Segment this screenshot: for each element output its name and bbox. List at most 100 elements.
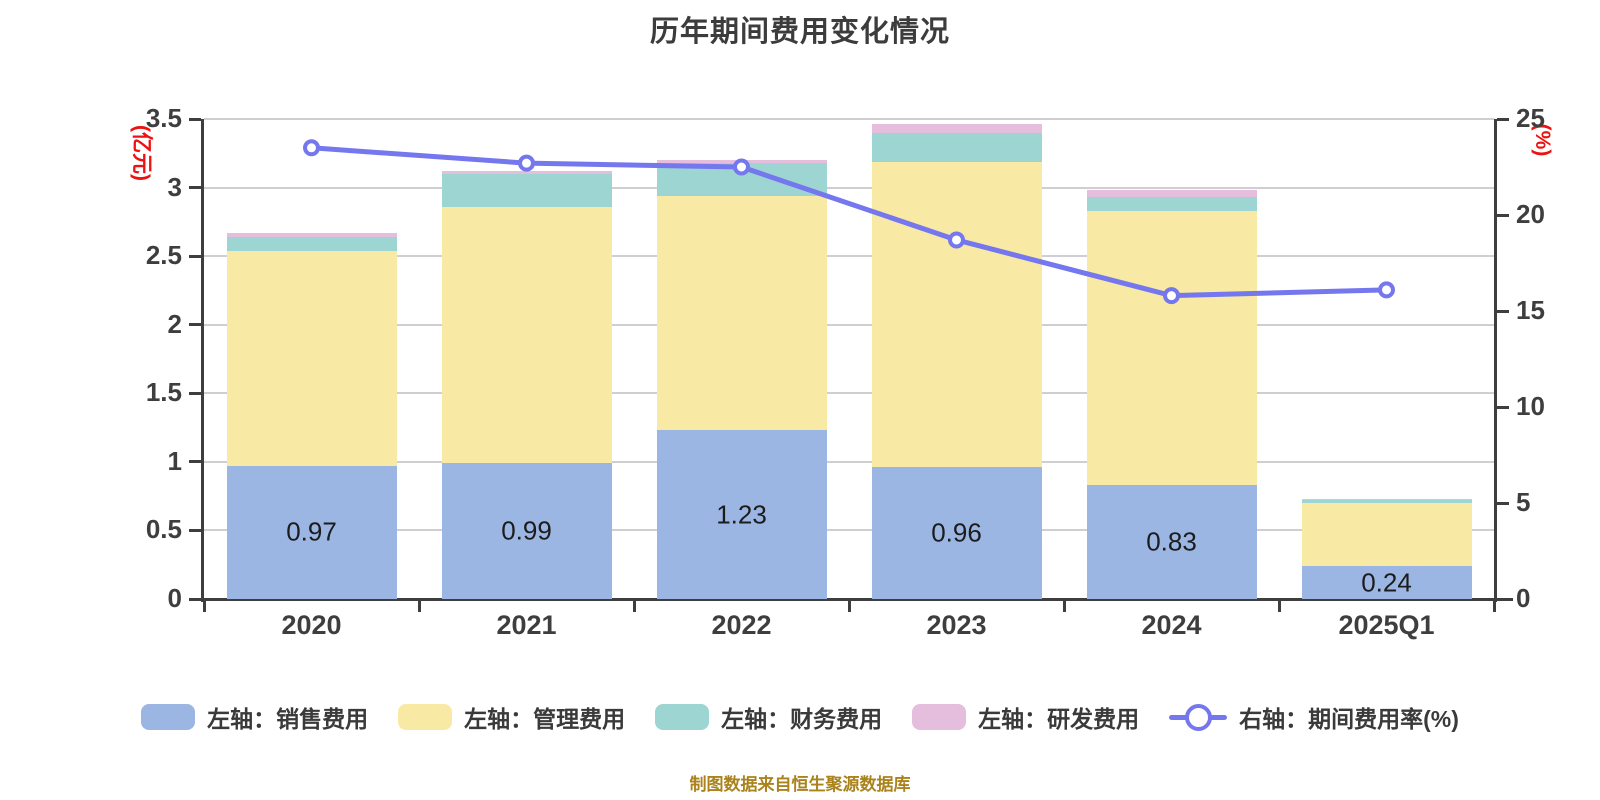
bar-value-label: 1.23 (716, 499, 767, 530)
bar-segment-左轴：财务费用 (871, 132, 1042, 162)
y-axis-left-tick-label: 2 (167, 308, 182, 339)
y-axis-right-tick-label: 15 (1516, 295, 1545, 325)
legend-item-2[interactable]: 左轴：管理费用 (398, 700, 625, 734)
bar-segment-左轴：财务费用 (656, 162, 827, 196)
bar-segment-左轴：研发费用 (656, 160, 827, 163)
bar-segment-左轴：销售费用 (871, 467, 1042, 599)
gridline (204, 392, 1494, 395)
bar-segment-左轴：管理费用 (226, 250, 397, 466)
line-marker (303, 139, 320, 157)
bar-segment-左轴：管理费用 (1086, 210, 1257, 486)
bar-segment-左轴：研发费用 (1086, 190, 1257, 198)
y-axis-right-tick (1497, 117, 1509, 121)
y-axis-left-tick-label: 2.5 (145, 240, 182, 271)
y-axis-right-tick-label: 10 (1516, 391, 1545, 421)
y-axis-left-tick (189, 323, 201, 327)
x-axis-line (201, 598, 1513, 601)
x-axis-tick (847, 599, 851, 612)
y-axis-left-tick-label: 0 (167, 583, 182, 613)
legend-item-label: 左轴：财务费用 (721, 706, 883, 732)
bar-value-label: 0.97 (286, 516, 337, 547)
y-axis-left-tick-label: 3 (167, 171, 182, 202)
y-axis-left-tick (189, 528, 201, 532)
legend: 左轴：销售费用 左轴：管理费用 左轴：财务费用 左轴：研发费用 右轴：期间费用率(%) (0, 700, 1600, 734)
legend-swatch-icon (141, 704, 196, 730)
bar-segment-左轴：管理费用 (1301, 503, 1472, 567)
y-axis-left-tick (189, 597, 201, 601)
legend-line-marker-icon (1169, 703, 1228, 731)
bar-segment-左轴：销售费用 (1086, 485, 1257, 599)
chart-title: 历年期间费用变化情况 (649, 16, 950, 48)
y-axis-right-tick (1497, 405, 1509, 409)
legend-item-label: 右轴：期间费用率(%) (1239, 706, 1459, 732)
x-axis-category-label: 2024 (1141, 610, 1202, 640)
bar-segment-左轴：管理费用 (871, 161, 1042, 468)
y-axis-left-tick-label: 0.5 (145, 514, 182, 545)
x-axis-tick (632, 599, 636, 612)
gridline (204, 118, 1494, 120)
line-marker (1378, 281, 1395, 299)
bar-value-label: 0.24 (1361, 567, 1412, 598)
bar-value-label: 0.96 (931, 517, 982, 548)
gridline (204, 323, 1494, 326)
bar-segment-左轴：管理费用 (441, 206, 612, 464)
bar-segment-左轴：研发费用 (226, 232, 397, 237)
x-axis-category-label: 2023 (926, 610, 987, 640)
legend-item-label: 左轴：研发费用 (978, 706, 1140, 732)
y-axis-left-tick (189, 391, 201, 395)
bar-segment-左轴：销售费用 (656, 430, 827, 599)
y-axis-left-tick (189, 186, 201, 190)
x-axis-category-label: 2022 (711, 610, 772, 640)
bar-segment-左轴：财务费用 (441, 173, 612, 207)
bar-value-label: 0.99 (501, 515, 552, 546)
x-axis-tick (1277, 599, 1281, 612)
legend-swatch-icon (655, 704, 710, 730)
y-axis-left-tick-label: 1 (167, 445, 182, 476)
bar-segment-左轴：财务费用 (1086, 197, 1257, 211)
legend-item-5[interactable]: 右轴：期间费用率(%) (1169, 700, 1459, 734)
x-axis-tick (1062, 599, 1066, 612)
gridline (204, 186, 1494, 189)
bar-segment-左轴：研发费用 (871, 124, 1042, 133)
y-axis-left-tick (189, 117, 201, 121)
y-axis-right-tick (1497, 501, 1509, 505)
y-axis-right-tick-label: 0 (1516, 583, 1531, 613)
y-axis-left-line (201, 119, 204, 602)
legend-circle-icon (1185, 704, 1213, 731)
y-axis-right-tick-label: 25 (1516, 103, 1545, 133)
data-source-caption: 制图数据来自恒生聚源数据库 (689, 775, 911, 794)
line-marker (518, 154, 535, 172)
bar-segment-左轴：销售费用 (1301, 566, 1472, 599)
x-axis-tick (202, 599, 206, 612)
y-axis-left-tick-label: 3.5 (145, 103, 182, 133)
legend-item-1[interactable]: 左轴：销售费用 (141, 700, 368, 734)
gridline (204, 460, 1494, 463)
bar-segment-左轴：销售费用 (226, 465, 397, 599)
bar-segment-左轴：财务费用 (1301, 500, 1472, 503)
y-axis-left-tick (189, 460, 201, 464)
legend-swatch-icon (398, 704, 453, 730)
gridline (204, 529, 1494, 532)
y-axis-right-line (1494, 119, 1497, 602)
legend-item-label: 左轴：管理费用 (464, 706, 626, 732)
y-axis-left-tick (189, 254, 201, 258)
bar-value-label: 0.83 (1146, 526, 1197, 557)
x-axis-tick (417, 599, 421, 612)
x-axis-category-label: 2021 (496, 610, 557, 640)
bar-segment-左轴：研发费用 (1301, 498, 1472, 501)
legend-item-3[interactable]: 左轴：财务费用 (655, 700, 882, 734)
x-axis-category-label: 2020 (281, 610, 342, 640)
x-axis-tick (1492, 599, 1496, 612)
y-axis-right-tick (1497, 309, 1509, 313)
x-axis-category-label: 2025Q1 (1338, 610, 1435, 640)
legend-swatch-icon (912, 704, 967, 730)
bar-segment-左轴：管理费用 (656, 195, 827, 431)
y-axis-left-tick-label: 1.5 (145, 377, 182, 408)
bar-segment-左轴：销售费用 (441, 463, 612, 599)
gridline (204, 255, 1494, 258)
bar-segment-左轴：财务费用 (226, 236, 397, 251)
y-axis-right-tick-label: 20 (1516, 199, 1545, 229)
legend-item-4[interactable]: 左轴：研发费用 (912, 700, 1139, 734)
bar-segment-左轴：研发费用 (441, 171, 612, 174)
